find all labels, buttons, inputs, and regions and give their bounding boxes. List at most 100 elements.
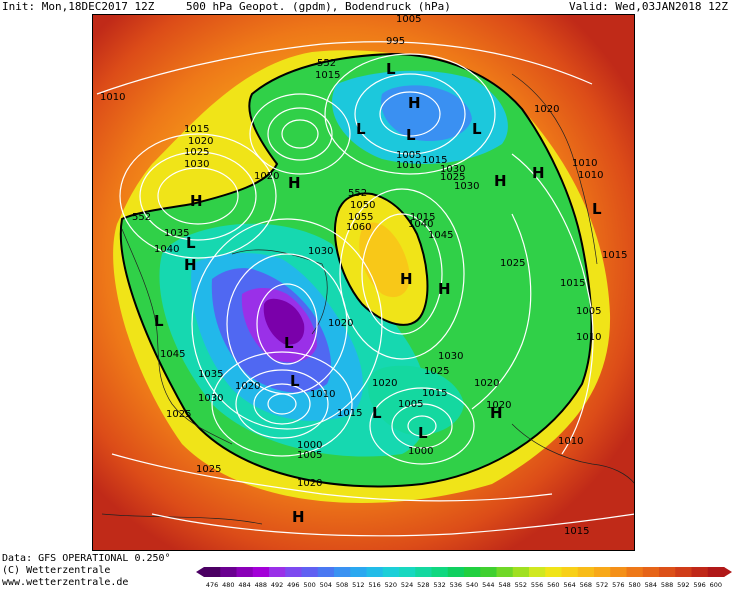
pressure-centers: L H L L L H H H H H L H L L L H L H H L … (154, 60, 602, 526)
high-center: H (494, 172, 507, 190)
scale-swatch (415, 567, 432, 577)
isobar-label: 1015 (184, 124, 209, 135)
isobar-label: 1025 (196, 464, 221, 475)
scale-tick-label: 492 (271, 581, 283, 589)
scale-swatch (350, 567, 367, 577)
scale-swatch (626, 567, 644, 577)
scale-tick-label: 488 (255, 581, 267, 589)
isobar-label: 1005 (398, 399, 423, 410)
high-center: H (184, 256, 197, 274)
scale-swatch (301, 567, 319, 577)
isobar-label: 1020 (328, 318, 353, 329)
low-center: L (372, 404, 382, 422)
scale-tick-label: 496 (287, 581, 299, 589)
isobar-label: 1040 (408, 219, 433, 230)
scale-swatch (545, 567, 562, 577)
isobar-label: 1020 (297, 478, 322, 489)
scale-swatch (512, 567, 530, 577)
scale-tick-label: 548 (498, 581, 510, 589)
weather-map: 1005 995 552 1015 1010 1020 1015 1020 10… (92, 14, 635, 551)
isobar-label: 1005 (576, 306, 601, 317)
scale-tick-label: 588 (661, 581, 673, 589)
isobar-label: 1030 (198, 393, 223, 404)
scale-tick-label: 500 (303, 581, 315, 589)
isobar-labels: 1005 995 552 1015 1010 1020 1015 1020 10… (100, 14, 627, 537)
isobar-label: 1015 (422, 388, 447, 399)
isobar-label: 1025 (500, 258, 525, 269)
scale-tick-label: 592 (677, 581, 689, 589)
isobar-label: 1015 (337, 408, 362, 419)
ridge-core (359, 222, 410, 298)
scale-tick-label: 516 (368, 581, 380, 589)
scale-tick-label: 600 (710, 581, 722, 589)
scale-swatch (431, 567, 449, 577)
scale-swatch (317, 567, 335, 577)
scale-swatch (382, 567, 400, 577)
scale-tick-label: 552 (515, 581, 527, 589)
isobar-label: 1030 (454, 181, 479, 192)
scale-tick-label: 568 (580, 581, 592, 589)
scale-swatch (691, 567, 709, 577)
scale-tick-label: 536 (450, 581, 462, 589)
scale-tick-label: 556 (531, 581, 543, 589)
scale-swatch (204, 567, 221, 577)
scale-swatch (236, 567, 254, 577)
isobar-label: 1005 (396, 150, 421, 161)
scale-swatch (366, 567, 384, 577)
low-center: L (592, 200, 602, 218)
isobar-label: 1040 (154, 244, 179, 255)
isobar-label: 1050 (350, 200, 375, 211)
low-center: L (154, 312, 164, 330)
isobar-label: 1000 (408, 446, 433, 457)
scale-tick-label: 596 (693, 581, 705, 589)
scale-tick-label: 584 (645, 581, 657, 589)
isobar-label: 1005 (396, 14, 421, 25)
isobar-label: 1045 (428, 230, 453, 241)
isobars (96, 41, 635, 537)
scale-tick-label: 576 (612, 581, 624, 589)
scale-swatch (496, 567, 514, 577)
contour-484-zone (263, 298, 305, 345)
high-center: H (292, 508, 305, 526)
scale-swatch (707, 567, 725, 577)
scale-tick-label: 476 (206, 581, 218, 589)
isobar-label: 1060 (346, 222, 371, 233)
isobar-label: 1025 (440, 172, 465, 183)
isobar-label: 1010 (100, 92, 125, 103)
isobar-label: 1010 (578, 170, 603, 181)
init-time-label: Init: Mon,18DEC2017 12Z (2, 0, 155, 13)
isobar-label: 1025 (166, 409, 191, 420)
high-center: H (438, 280, 451, 298)
scale-arrow-right (724, 567, 732, 577)
isobar-label: 1020 (486, 400, 511, 411)
website-link[interactable]: www.wetterzentrale.de (2, 577, 129, 588)
scale-tick-label: 544 (482, 581, 494, 589)
high-center: H (408, 94, 421, 112)
isobar-label: 1015 (422, 155, 447, 166)
isobar-label: 1030 (308, 246, 333, 257)
high-center: H (400, 270, 413, 288)
copyright-label: (C) Wetterzentrale (2, 565, 111, 576)
scale-swatch (659, 567, 676, 577)
isobar-label: 1010 (310, 389, 335, 400)
high-center: H (532, 164, 545, 182)
scale-swatch (447, 567, 465, 577)
scale-arrow-left (196, 567, 204, 577)
scale-swatch (399, 567, 416, 577)
high-center: H (190, 192, 203, 210)
scale-tick-label: 512 (352, 581, 364, 589)
low-center: L (284, 334, 294, 352)
scale-swatch (252, 567, 270, 577)
isobar-label: 995 (386, 36, 405, 47)
low-center: L (290, 372, 300, 390)
isobar-label: 552 (132, 212, 151, 223)
isobar-label: 1000 (297, 440, 322, 451)
scale-tick-label: 564 (563, 581, 575, 589)
scale-tick-label: 572 (596, 581, 608, 589)
isobar-label: 1055 (348, 212, 373, 223)
isobar-label: 1015 (410, 212, 435, 223)
scale-swatch (610, 567, 627, 577)
coastlines (101, 73, 635, 525)
low-center: L (406, 126, 416, 144)
isobar-label: 1010 (572, 158, 597, 169)
